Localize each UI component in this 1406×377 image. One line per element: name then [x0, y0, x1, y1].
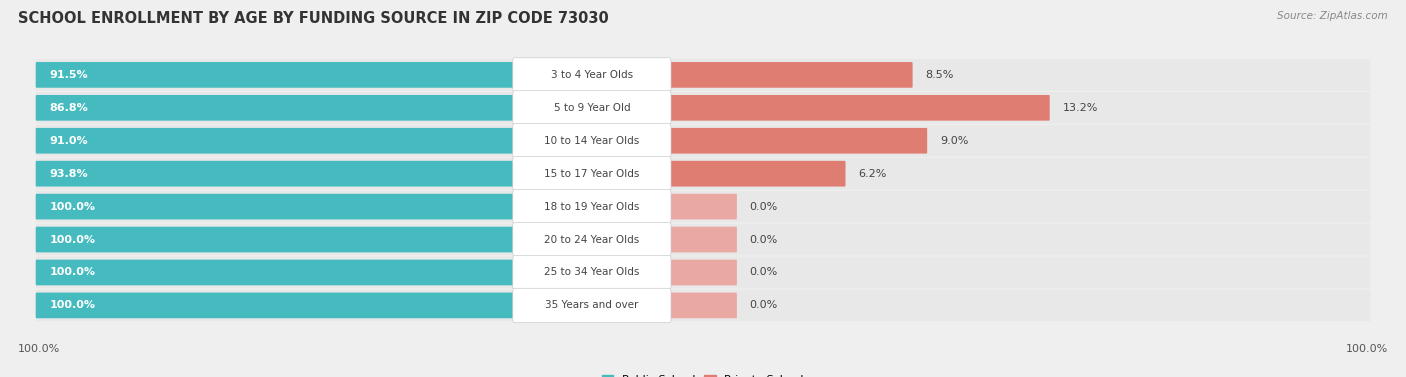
FancyBboxPatch shape	[513, 91, 671, 125]
Text: 93.8%: 93.8%	[49, 169, 89, 179]
Text: 10 to 14 Year Olds: 10 to 14 Year Olds	[544, 136, 640, 146]
FancyBboxPatch shape	[664, 95, 1050, 121]
FancyBboxPatch shape	[513, 190, 671, 224]
Text: 91.5%: 91.5%	[49, 70, 89, 80]
FancyBboxPatch shape	[664, 293, 737, 318]
FancyBboxPatch shape	[513, 124, 671, 158]
Text: 5 to 9 Year Old: 5 to 9 Year Old	[554, 103, 630, 113]
Text: 6.2%: 6.2%	[858, 169, 887, 179]
Text: SCHOOL ENROLLMENT BY AGE BY FUNDING SOURCE IN ZIP CODE 73030: SCHOOL ENROLLMENT BY AGE BY FUNDING SOUR…	[18, 11, 609, 26]
FancyBboxPatch shape	[35, 158, 1371, 190]
Text: 25 to 34 Year Olds: 25 to 34 Year Olds	[544, 267, 640, 277]
FancyBboxPatch shape	[35, 194, 592, 219]
FancyBboxPatch shape	[664, 227, 737, 252]
Text: 86.8%: 86.8%	[49, 103, 89, 113]
FancyBboxPatch shape	[35, 125, 1371, 156]
FancyBboxPatch shape	[35, 260, 592, 285]
FancyBboxPatch shape	[35, 62, 546, 88]
FancyBboxPatch shape	[35, 257, 1371, 288]
Text: 18 to 19 Year Olds: 18 to 19 Year Olds	[544, 202, 640, 211]
Text: 100.0%: 100.0%	[49, 202, 96, 211]
FancyBboxPatch shape	[513, 222, 671, 257]
Text: Source: ZipAtlas.com: Source: ZipAtlas.com	[1277, 11, 1388, 21]
FancyBboxPatch shape	[35, 224, 1371, 255]
Text: 0.0%: 0.0%	[749, 267, 778, 277]
Text: 15 to 17 Year Olds: 15 to 17 Year Olds	[544, 169, 640, 179]
FancyBboxPatch shape	[35, 290, 1371, 321]
FancyBboxPatch shape	[35, 92, 1371, 124]
Text: 100.0%: 100.0%	[49, 234, 96, 245]
FancyBboxPatch shape	[664, 128, 927, 153]
FancyBboxPatch shape	[664, 62, 912, 88]
Text: 91.0%: 91.0%	[49, 136, 89, 146]
FancyBboxPatch shape	[35, 95, 519, 121]
Text: 8.5%: 8.5%	[925, 70, 953, 80]
Text: 3 to 4 Year Olds: 3 to 4 Year Olds	[551, 70, 633, 80]
FancyBboxPatch shape	[513, 288, 671, 323]
Legend: Public School, Private School: Public School, Private School	[598, 370, 808, 377]
FancyBboxPatch shape	[513, 156, 671, 191]
FancyBboxPatch shape	[513, 255, 671, 290]
FancyBboxPatch shape	[35, 161, 558, 187]
Text: 100.0%: 100.0%	[49, 267, 96, 277]
FancyBboxPatch shape	[35, 227, 592, 252]
Text: 9.0%: 9.0%	[941, 136, 969, 146]
Text: 35 Years and over: 35 Years and over	[546, 300, 638, 310]
FancyBboxPatch shape	[664, 194, 737, 219]
FancyBboxPatch shape	[35, 293, 592, 318]
FancyBboxPatch shape	[35, 191, 1371, 222]
FancyBboxPatch shape	[35, 59, 1371, 91]
Text: 100.0%: 100.0%	[1346, 344, 1388, 354]
Text: 0.0%: 0.0%	[749, 234, 778, 245]
Text: 100.0%: 100.0%	[18, 344, 60, 354]
FancyBboxPatch shape	[664, 161, 845, 187]
FancyBboxPatch shape	[664, 260, 737, 285]
Text: 0.0%: 0.0%	[749, 300, 778, 310]
FancyBboxPatch shape	[35, 128, 543, 153]
Text: 100.0%: 100.0%	[49, 300, 96, 310]
Text: 20 to 24 Year Olds: 20 to 24 Year Olds	[544, 234, 640, 245]
Text: 0.0%: 0.0%	[749, 202, 778, 211]
FancyBboxPatch shape	[513, 58, 671, 92]
Text: 13.2%: 13.2%	[1063, 103, 1098, 113]
